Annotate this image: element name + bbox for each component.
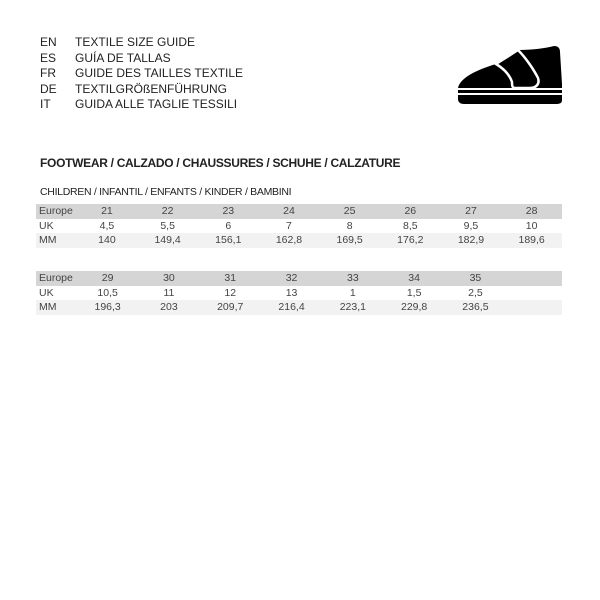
table-cell: 7 [286,219,292,232]
language-code: ES [40,50,57,65]
table-cell: 209,7 [217,301,244,314]
table-cell: 25 [343,205,356,217]
table-cell: 27 [465,205,477,217]
section-title: FOOTWEAR / CALZADO / CHAUSSURES / SCHUHE… [40,156,401,170]
table-cell: 22 [161,205,174,217]
language-code: IT [40,97,51,112]
table-cell: 156,1 [215,234,242,247]
row-label: Europe [39,272,73,284]
table-cell: 26 [404,205,417,217]
table-cell: 34 [408,272,420,284]
table-row: MM 196,3 203 209,7 216,4 223,1 229,8 236,5 [36,300,562,316]
table-cell: 1,5 [406,286,422,299]
table-cell: 182,9 [457,234,485,247]
table-cell: 162,8 [275,234,303,247]
table-cell: 149,4 [154,234,181,247]
table-cell: 24 [283,205,295,217]
language-title: GUÍA DE TALLAS [75,50,171,65]
table-cell: 203 [160,301,178,314]
table-cell: 236,5 [462,301,489,314]
table-cell: 216,4 [278,301,305,314]
row-label: Europe [39,205,73,217]
row-label: MM [39,234,57,247]
language-row: EN TEXTILE SIZE GUIDE [40,35,243,51]
table-cell: 8,5 [403,219,418,232]
language-code: EN [40,35,57,49]
table-cell: 23 [222,205,235,217]
table-cell: 1 [349,286,356,299]
table-cell: 29 [101,272,114,284]
language-title: TEXTILE SIZE GUIDE [75,35,196,49]
table-cell: 33 [346,272,359,284]
language-row: FR GUIDE DES TAILLES TEXTILE [40,66,243,82]
language-row: DE TEXTILGRÖßENFÜHRUNG [40,82,243,98]
table-cell: 35 [469,272,482,284]
table-cell: 2,5 [468,286,483,299]
language-row: IT GUIDA ALLE TAGLIE TESSILI [40,97,243,113]
table-cell: 196,3 [94,301,121,314]
table-cell: 31 [224,272,237,284]
table-cell: 30 [163,272,175,284]
shoe-icon [458,46,562,104]
table-cell: 28 [525,205,538,217]
size-table-1: Europe 21 22 23 24 25 26 27 28 UK 4,5 5,5 6 7 8 8,5 9,5 1… [36,204,562,249]
table-row: Europe 29 30 31 32 33 34 35 [36,271,562,286]
table-cell: 12 [224,286,237,299]
table-cell: 21 [101,205,113,217]
table-row: UK 10,5 11 12 13 1 1,5 2,5 [36,286,562,301]
table-row: Europe 21 22 23 24 25 26 27 28 [36,204,562,219]
table-cell: 32 [285,272,298,284]
language-row: ES GUÍA DE TALLAS [40,51,243,67]
table-cell: 223,1 [339,301,366,314]
table-cell: 10,5 [97,286,118,299]
table-cell: 169,5 [336,234,363,247]
table-cell: 6 [225,219,232,232]
table-row: UK 4,5 5,5 6 7 8 8,5 9,5 10 [36,219,562,234]
table-cell: 13 [285,286,298,299]
table-cell: 8 [346,219,353,232]
table-cell: 229,8 [400,301,428,314]
language-title: GUIDE DES TAILLES TEXTILE [75,66,244,81]
table-cell: 5,5 [160,219,175,232]
language-title: GUIDA ALLE TAGLIE TESSILI [75,97,238,112]
size-table-2: Europe 29 30 31 32 33 34 35 UK 10,5 11 12 13 1 1,5 2,5 M… [36,271,562,316]
table-cell: 4,5 [99,219,115,232]
table-cell: 10 [525,219,538,232]
language-title: TEXTILGRÖßENFÜHRUNG [75,81,228,96]
language-list: EN TEXTILE SIZE GUIDE ES GUÍA DE TALLAS FR GU… [40,35,243,113]
table-cell: 189,6 [518,234,545,247]
table-row: MM 140 149,4 156,1 162,8 169,5 176,2 182,9 189,6 [36,233,562,249]
row-label: UK [39,286,54,299]
language-code: DE [40,81,57,96]
table-cell: 176,2 [397,234,424,247]
subsection-title: CHILDREN / INFANTIL / ENFANTS / KINDER /… [40,186,292,198]
row-label: MM [39,301,57,314]
row-label: UK [39,219,54,232]
table-cell: 9,5 [463,219,479,232]
language-code: FR [40,66,56,81]
table-cell: 11 [163,286,175,299]
table-cell: 140 [98,234,116,247]
